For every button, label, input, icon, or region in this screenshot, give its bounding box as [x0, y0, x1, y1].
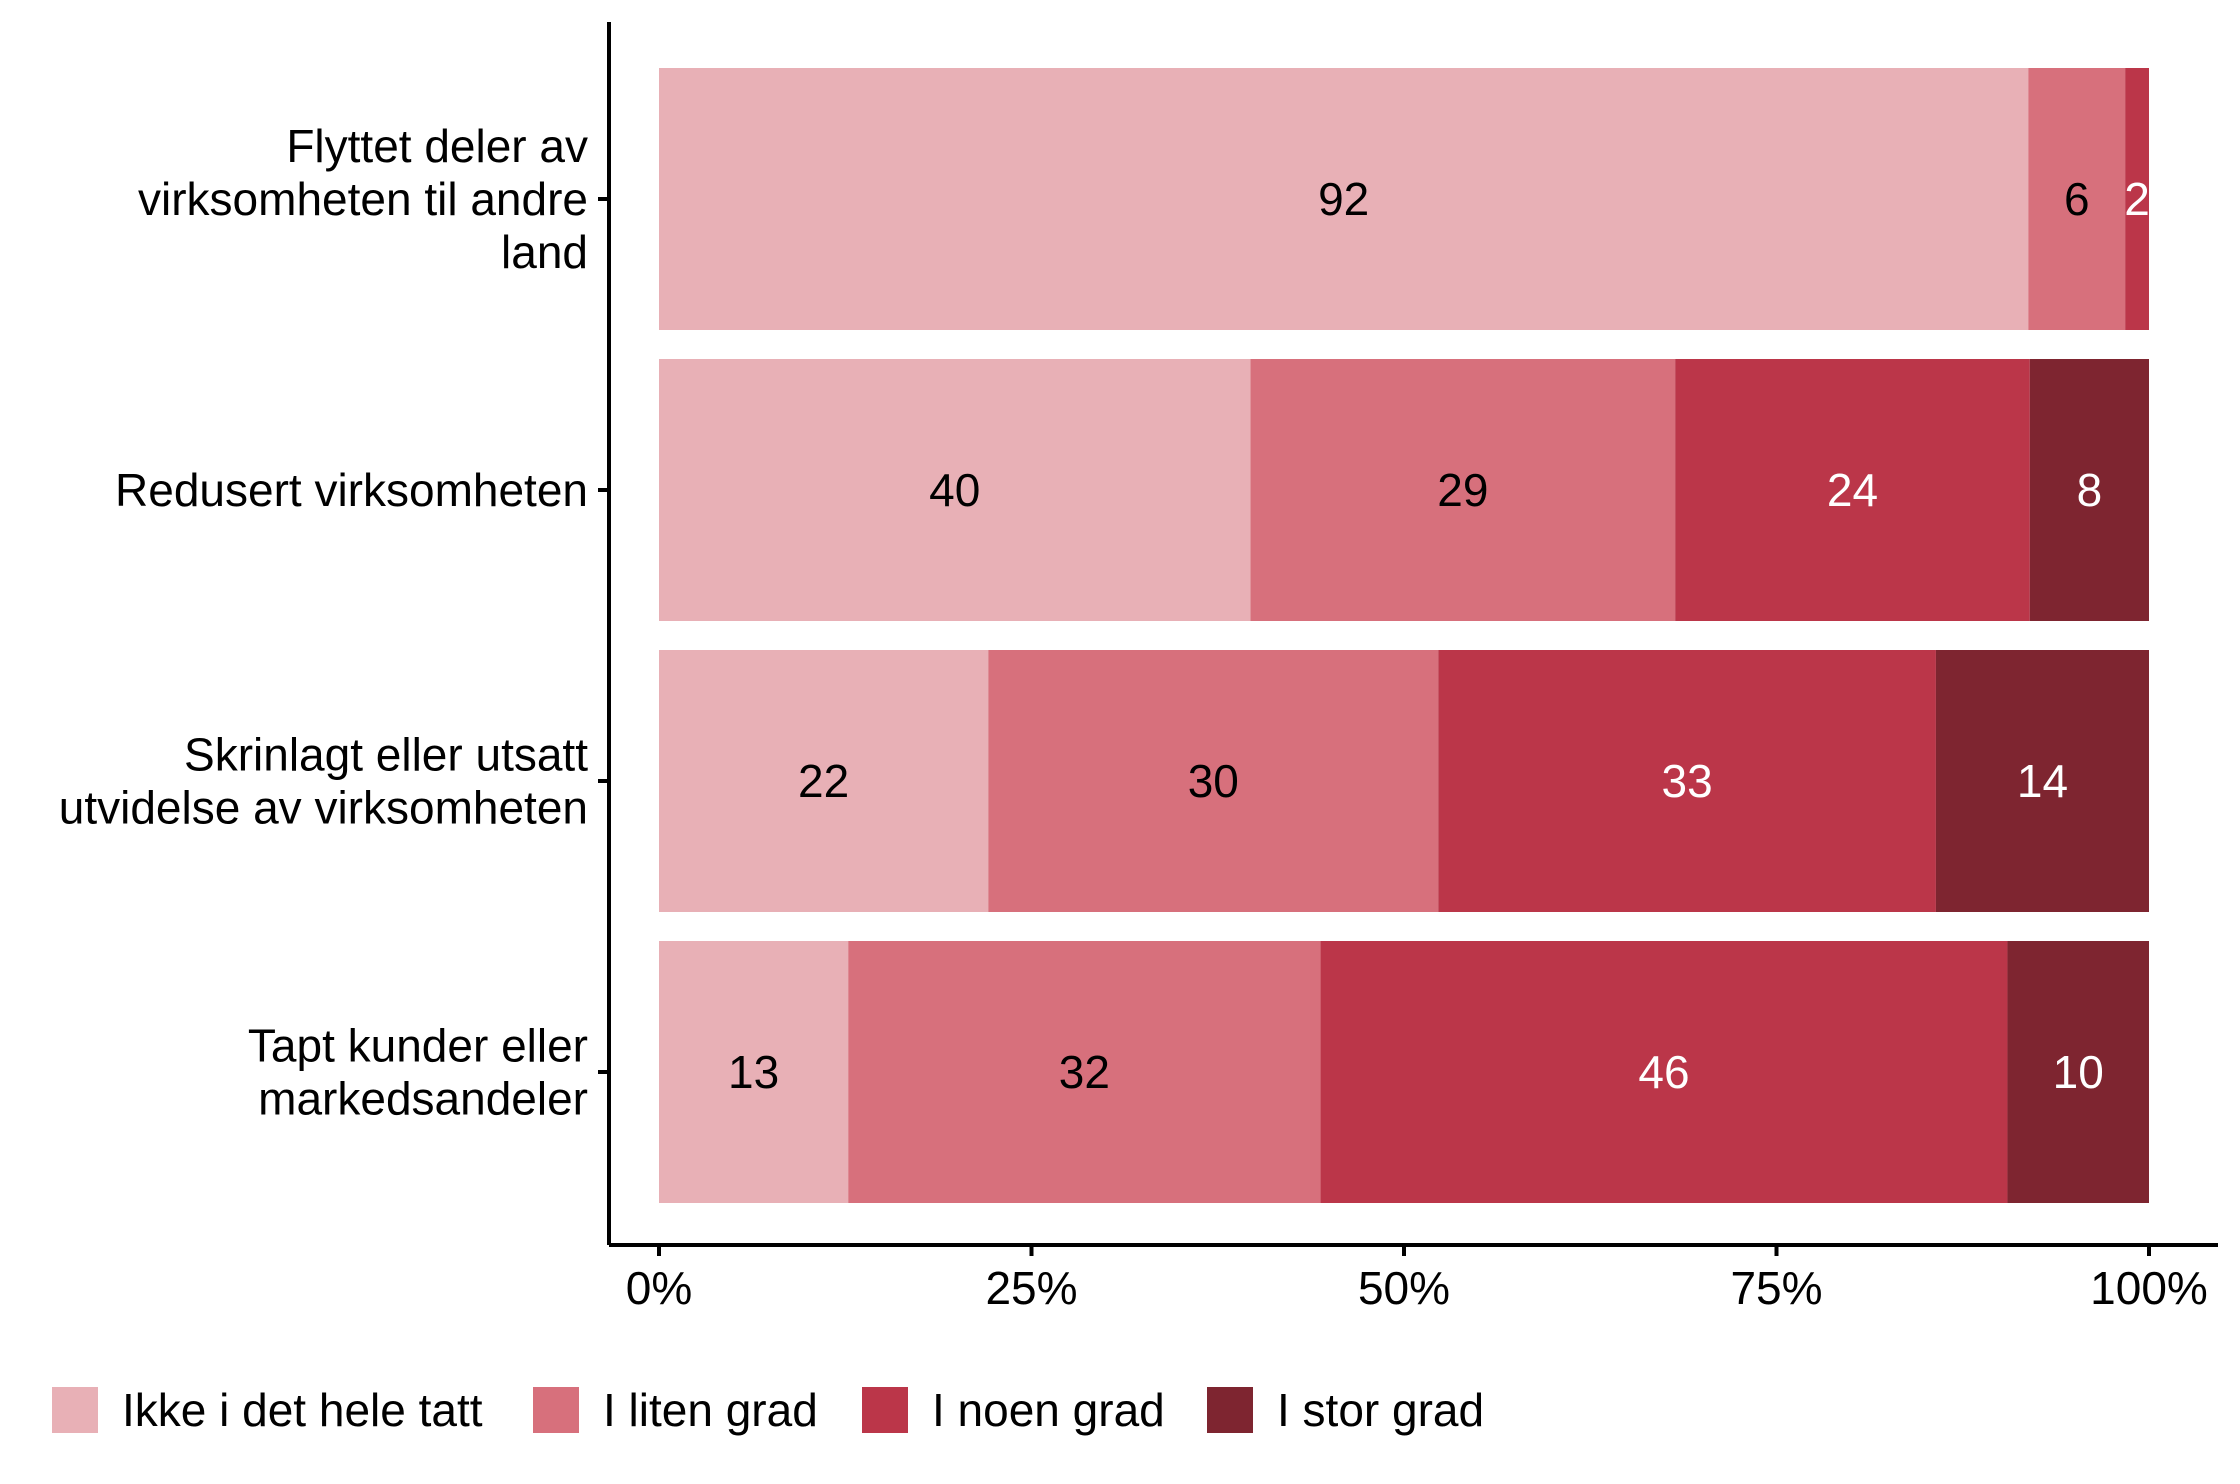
bar-segment — [2029, 359, 2149, 621]
x-tick-label: 100% — [2090, 1262, 2208, 1314]
data-label: 6 — [2064, 173, 2090, 225]
y-axis: Flyttet deler av virksomheten til andre la… — [59, 22, 611, 1245]
bar-segment — [659, 941, 849, 1203]
x-tick-label: 25% — [985, 1262, 1077, 1314]
data-label: 40 — [929, 464, 980, 516]
x-tick-label: 50% — [1358, 1262, 1450, 1314]
x-tick-label: 0% — [626, 1262, 692, 1314]
data-label: 46 — [1638, 1046, 1689, 1098]
data-label: 22 — [798, 755, 849, 807]
bar-segment — [659, 68, 2029, 330]
legend-swatch — [862, 1387, 908, 1433]
data-label: 32 — [1059, 1046, 1110, 1098]
data-labels-group: 92 6 2 40 29 24 8 22 30 33 14 13 32 46 10 — [728, 173, 2150, 1098]
legend-label: I noen grad — [932, 1384, 1165, 1436]
y-tick-label: Redusert virksomheten — [115, 464, 588, 516]
bar-segment — [2125, 68, 2149, 330]
legend-swatch — [533, 1387, 579, 1433]
data-label: 13 — [728, 1046, 779, 1098]
data-label: 14 — [2017, 755, 2068, 807]
data-label: 8 — [2077, 464, 2103, 516]
bar-segment — [1935, 650, 2149, 912]
legend-label: I stor grad — [1277, 1384, 1484, 1436]
bar-segment — [988, 650, 1439, 912]
bar-segment — [1250, 359, 1676, 621]
data-label: 33 — [1662, 755, 1713, 807]
y-tick-label: Tapt kunder eller markedsandeler — [248, 1020, 588, 1125]
data-label: 92 — [1318, 173, 1369, 225]
y-tick-label: Flyttet deler av virksomheten til andre la… — [138, 120, 588, 278]
bar-segment — [2028, 68, 2126, 330]
bar-segment — [1320, 941, 2008, 1203]
legend: Ikke i det hele tatt I liten grad I noen g… — [52, 1384, 1484, 1436]
bar-segment — [848, 941, 1321, 1203]
legend-label: Ikke i det hele tatt — [122, 1384, 483, 1436]
x-tick-label: 75% — [1730, 1262, 1822, 1314]
x-axis: 0% 25% 50% 75% 100% — [609, 1243, 2218, 1314]
data-label: 29 — [1437, 464, 1488, 516]
bar-segment — [1438, 650, 1936, 912]
data-label: 24 — [1827, 464, 1878, 516]
bar-segment — [659, 359, 1251, 621]
bars-group — [659, 68, 2149, 1203]
data-label: 2 — [2124, 173, 2150, 225]
data-label: 30 — [1188, 755, 1239, 807]
data-label: 10 — [2053, 1046, 2104, 1098]
bar-segment — [659, 650, 989, 912]
legend-swatch — [1207, 1387, 1253, 1433]
bar-segment — [1675, 359, 2030, 621]
y-tick-label: Skrinlagt eller utsatt utvidelse av virks… — [59, 729, 588, 834]
legend-swatch — [52, 1387, 98, 1433]
bar-segment — [2007, 941, 2149, 1203]
legend-label: I liten grad — [603, 1384, 818, 1436]
